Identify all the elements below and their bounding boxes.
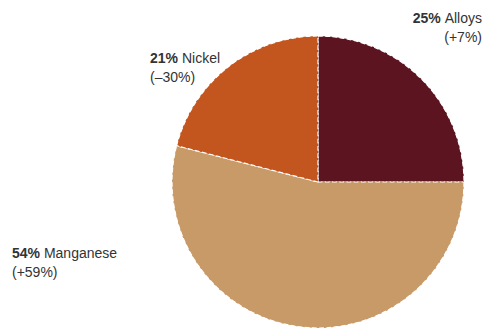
svg-text:54%: 54% <box>12 245 41 261</box>
svg-text:(+59%): (+59%) <box>12 264 58 280</box>
svg-text:(+7%): (+7%) <box>444 29 482 45</box>
svg-text:21%: 21% <box>150 50 179 66</box>
svg-text:Manganese: Manganese <box>40 245 117 261</box>
svg-text:Nickel: Nickel <box>178 50 220 66</box>
svg-text:Alloys: Alloys <box>442 10 482 26</box>
svg-text:(–30%): (–30%) <box>150 69 195 85</box>
svg-text:25%: 25% <box>413 10 442 26</box>
